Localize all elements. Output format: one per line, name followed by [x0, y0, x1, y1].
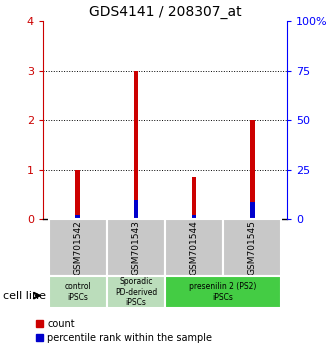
Text: control
iPSCs: control iPSCs: [64, 282, 91, 302]
Bar: [49, 219, 107, 276]
Bar: [76, 170, 80, 219]
Text: Sporadic
PD-derived
iPSCs: Sporadic PD-derived iPSCs: [115, 277, 157, 307]
Bar: [250, 120, 254, 219]
Bar: [49, 276, 107, 308]
Text: cell line: cell line: [3, 291, 46, 301]
Bar: [134, 71, 138, 219]
Text: GSM701544: GSM701544: [189, 221, 199, 275]
Bar: [250, 202, 254, 219]
Bar: [76, 215, 80, 219]
Text: GSM701543: GSM701543: [131, 220, 141, 275]
Bar: [192, 215, 196, 219]
Bar: [107, 219, 165, 276]
Text: presenilin 2 (PS2)
iPSCs: presenilin 2 (PS2) iPSCs: [189, 282, 257, 302]
Bar: [134, 200, 138, 219]
Bar: [165, 276, 281, 308]
Bar: [165, 219, 223, 276]
Bar: [223, 219, 281, 276]
Legend: count, percentile rank within the sample: count, percentile rank within the sample: [36, 319, 212, 343]
Bar: [192, 177, 196, 219]
Bar: [107, 276, 165, 308]
Text: GSM701542: GSM701542: [73, 221, 82, 275]
Text: GSM701545: GSM701545: [248, 220, 257, 275]
Title: GDS4141 / 208307_at: GDS4141 / 208307_at: [89, 5, 241, 19]
